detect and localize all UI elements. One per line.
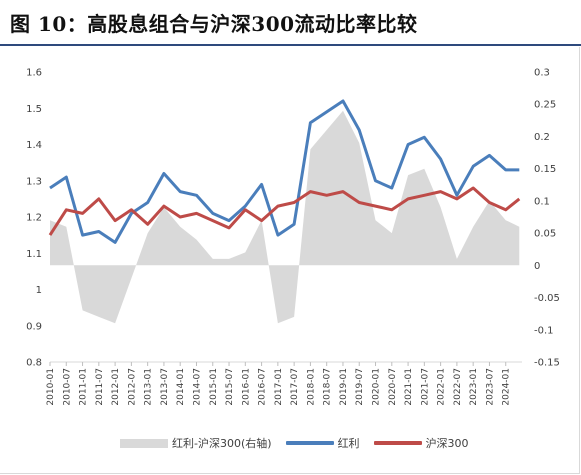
right-axis-tick-label: 0.1 [534, 196, 550, 207]
left-axis-tick-label: 1.2 [26, 213, 42, 224]
legend-swatch-hs300 [373, 441, 422, 445]
x-axis-tick-label: 2017-01 [274, 368, 284, 406]
right-axis-tick-label: -0.1 [534, 325, 554, 336]
x-axis-tick-label: 2016-01 [241, 368, 251, 406]
x-axis-tick-label: 2022-07 [453, 368, 463, 406]
right-axis-tick-label: 0.05 [534, 229, 556, 240]
x-axis-tick-label: 2010-07 [62, 368, 72, 406]
x-axis-tick-label: 2013-01 [144, 368, 154, 406]
left-axis-tick-label: 1.1 [26, 249, 42, 260]
series-line-hs300 [48, 186, 521, 236]
chart-frame [0, 47, 580, 474]
legend-item-hs300: 沪深300 [373, 435, 469, 451]
x-axis-tick-label: 2018-07 [323, 368, 333, 406]
left-axis-tick-label: 1.4 [26, 140, 42, 151]
legend-swatch-hongli [285, 441, 334, 445]
figure-title: 图 10：高股息组合与沪深300流动比率比较 [10, 12, 418, 36]
x-axis-tick-label: 2011-07 [95, 368, 105, 406]
line-series-layer [48, 99, 521, 244]
x-axis-tick-label: 2024-01 [502, 368, 512, 406]
x-axis-tick-label: 2015-01 [209, 368, 219, 406]
series-line-hongli [49, 99, 520, 244]
left-axis-tick-label: 0.8 [26, 358, 42, 369]
legend-swatch-area [120, 438, 168, 448]
legend-item-hongli: 红利 [285, 435, 360, 451]
legend-item-area: 红利-沪深300(右轴) [120, 435, 272, 451]
left-axis-tick-label: 1 [36, 285, 42, 296]
x-axis-tick-label: 2023-07 [485, 368, 495, 406]
right-axis-tick-label: 0.2 [534, 132, 550, 143]
x-axis-tick-label: 2021-01 [404, 368, 414, 406]
left-axis-tick-label: 1.5 [26, 104, 42, 115]
right-axis-tick-label: 0 [534, 261, 540, 272]
right-axis-tick-label: 0.3 [534, 68, 550, 79]
x-axis-tick-label: 2022-01 [437, 368, 447, 406]
legend: 红利-沪深300(右轴) 红利 沪深300 [120, 434, 483, 452]
left-axis-tick-label: 1.3 [26, 176, 42, 187]
x-axis-tick-label: 2019-07 [355, 368, 365, 406]
x-axis-tick-label: 2015-07 [225, 368, 235, 406]
x-axis-tick-label: 2017-07 [290, 368, 300, 406]
axis-layer: 0.8 0.9 1 1.1 1.2 1.3 1.4 1.5 1.6 -0.15 -0.1 -0.05 0… [26, 68, 560, 406]
series-area-hongli-minus-hs300 [50, 110, 520, 324]
x-axis-tick-label: 2016-07 [258, 368, 268, 406]
title-underline [0, 44, 581, 46]
right-axis-tick-label: 0.15 [534, 164, 556, 175]
left-axis-tick-label: 1.6 [26, 68, 42, 79]
legend-label-hongli: 红利 [337, 437, 360, 450]
x-axis-tick-label: 2020-07 [388, 368, 398, 406]
x-axis-tick-label: 2010-01 [46, 368, 56, 406]
x-axis-tick-label: 2012-01 [111, 368, 121, 406]
right-axis-tick-label: -0.05 [534, 293, 560, 304]
area-series-layer [50, 110, 520, 324]
x-axis-tick-label: 2019-01 [339, 368, 349, 406]
right-axis-tick-label: 0.25 [534, 100, 556, 111]
x-axis-tick-label: 2012-07 [127, 368, 137, 406]
x-axis-tick-label: 2011-01 [79, 368, 89, 406]
x-axis-tick-label: 2018-01 [306, 368, 316, 406]
right-axis-tick-label: -0.15 [534, 358, 560, 369]
legend-label-area: 红利-沪深300(右轴) [172, 437, 272, 450]
x-axis-tick-label: 2014-07 [192, 368, 202, 406]
x-axis-tick-label: 2014-01 [176, 368, 186, 406]
x-axis-tick-label: 2020-01 [372, 368, 382, 406]
legend-label-hs300: 沪深300 [425, 437, 469, 450]
left-axis-tick-label: 0.9 [26, 321, 42, 332]
x-axis-tick-label: 2013-07 [160, 368, 170, 406]
x-axis-tick-label: 2023-01 [469, 368, 479, 406]
x-axis-tick-label: 2021-07 [420, 368, 430, 406]
